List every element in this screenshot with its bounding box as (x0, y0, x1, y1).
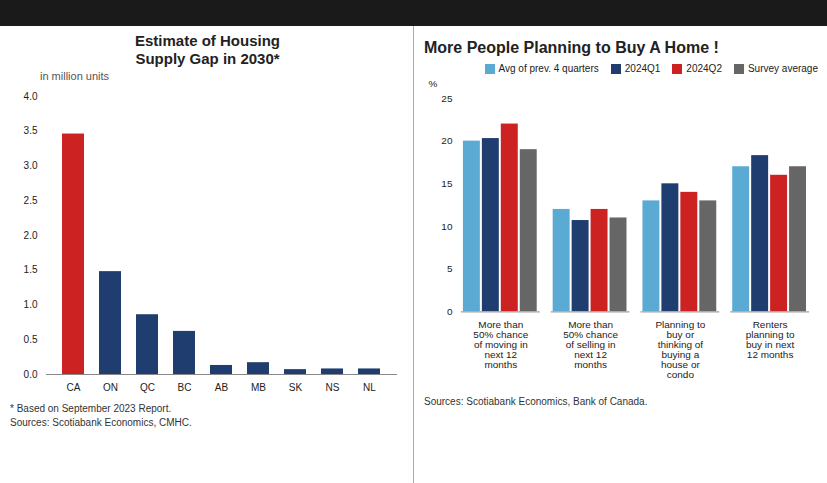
svg-text:0.5: 0.5 (24, 334, 38, 345)
html-text:* Based on September 2023 Repo: * Based on September 2023 Report. (10, 403, 172, 414)
html-text:Survey average: Survey average (748, 63, 818, 75)
svg-text:ON: ON (103, 382, 118, 393)
html-text:Estimate of Housing Supply Gap: Estimate of Housing Supply Gap in 2030* (135, 32, 280, 67)
svg-text:3.0: 3.0 (24, 160, 38, 171)
svg-text:0: 0 (447, 306, 453, 317)
svg-text:MB: MB (251, 382, 266, 393)
svg-text:%: % (428, 78, 437, 89)
svg-text:2.5: 2.5 (24, 195, 38, 206)
svg-text:CA: CA (67, 382, 81, 393)
svg-text:More than50% chanceof selling: More than50% chanceof selling innext 12m… (563, 319, 618, 370)
html-text:2024Q2: 2024Q2 (686, 63, 722, 75)
svg-text:10: 10 (441, 221, 453, 232)
html-text:Avg of prev. 4 quarters: Avg of prev. 4 quarters (498, 63, 599, 75)
svg-text:BC: BC (178, 382, 192, 393)
svg-text:5: 5 (447, 264, 453, 275)
html-text:in million units: in million units (40, 70, 110, 82)
svg-text:QC: QC (140, 382, 155, 393)
html-text:2024Q1: 2024Q1 (624, 63, 661, 75)
svg-text:SK: SK (289, 382, 303, 393)
svg-text:Planning tobuy orthinking ofbu: Planning tobuy orthinking ofbuying ahous… (655, 319, 705, 380)
svg-text:2.0: 2.0 (24, 230, 38, 241)
svg-text:20: 20 (441, 136, 453, 147)
svg-text:More than50% chanceof moving i: More than50% chanceof moving innext 12mo… (473, 319, 528, 370)
html-text:Sources: Scotiabank Economics,: Sources: Scotiabank Economics, CMHC. (10, 417, 192, 428)
svg-text:4.0: 4.0 (24, 91, 38, 102)
svg-text:3.5: 3.5 (24, 125, 38, 136)
svg-text:NS: NS (326, 382, 340, 393)
svg-text:1.0: 1.0 (24, 299, 38, 310)
svg-text:AB: AB (215, 382, 229, 393)
svg-text:25: 25 (441, 93, 453, 104)
svg-text:15: 15 (441, 178, 453, 189)
svg-text:NL: NL (363, 382, 376, 393)
html-text:More People Planning to Buy A: More People Planning to Buy A Home ! (424, 39, 719, 56)
svg-text:Rentersplanning tobuy in next1: Rentersplanning tobuy in next12 months (746, 319, 795, 360)
svg-text:0.0: 0.0 (24, 369, 38, 380)
svg-text:1.5: 1.5 (24, 264, 38, 275)
html-text:Sources: Scotiabank Economics,: Sources: Scotiabank Economics, Bank of C… (424, 396, 648, 408)
